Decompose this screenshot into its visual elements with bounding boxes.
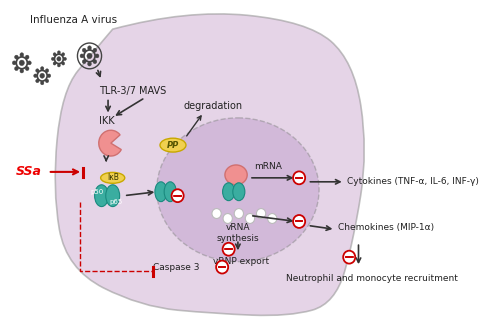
Circle shape (222, 243, 234, 256)
Circle shape (28, 61, 32, 65)
Ellipse shape (225, 165, 247, 185)
Circle shape (212, 209, 221, 219)
Circle shape (93, 48, 96, 52)
Circle shape (36, 69, 39, 72)
Circle shape (58, 51, 60, 54)
Circle shape (26, 67, 29, 71)
Text: Caspase 3: Caspase 3 (152, 263, 199, 272)
Ellipse shape (157, 118, 319, 262)
Circle shape (46, 79, 48, 83)
Circle shape (246, 213, 254, 223)
Circle shape (62, 62, 64, 65)
Circle shape (223, 213, 232, 223)
Text: IκB: IκB (107, 173, 118, 182)
Circle shape (82, 48, 86, 52)
Circle shape (88, 62, 92, 66)
Circle shape (268, 213, 277, 223)
Text: PP: PP (167, 140, 179, 150)
Circle shape (34, 74, 37, 77)
Text: p65: p65 (110, 199, 123, 204)
Text: vRNP export: vRNP export (212, 257, 269, 266)
Circle shape (343, 251, 355, 264)
Circle shape (216, 260, 228, 274)
Ellipse shape (100, 172, 125, 183)
Text: vRNA
synthesis: vRNA synthesis (216, 223, 259, 243)
Circle shape (20, 69, 24, 73)
Ellipse shape (94, 185, 108, 207)
Wedge shape (99, 130, 122, 156)
Circle shape (96, 54, 99, 58)
Circle shape (36, 79, 39, 83)
Circle shape (40, 67, 44, 70)
Text: Influenza A virus: Influenza A virus (30, 15, 118, 25)
Circle shape (64, 57, 66, 60)
Circle shape (87, 53, 92, 59)
Circle shape (256, 209, 266, 219)
Circle shape (293, 215, 305, 228)
Circle shape (80, 54, 84, 58)
Circle shape (93, 60, 96, 64)
Ellipse shape (164, 182, 176, 202)
Circle shape (12, 61, 16, 65)
Text: IKK: IKK (99, 116, 114, 126)
Ellipse shape (233, 183, 245, 201)
Text: SSa: SSa (16, 165, 42, 178)
Text: degradation: degradation (184, 100, 242, 110)
Circle shape (58, 64, 60, 67)
Text: MAVS: MAVS (138, 86, 166, 96)
Text: mRNA: mRNA (254, 163, 281, 172)
PathPatch shape (55, 14, 364, 316)
Circle shape (82, 60, 86, 64)
Circle shape (172, 189, 183, 202)
Ellipse shape (222, 183, 234, 201)
Circle shape (88, 46, 92, 50)
Circle shape (26, 55, 29, 59)
Circle shape (40, 81, 44, 85)
Ellipse shape (160, 138, 186, 152)
Text: TLR-3/7: TLR-3/7 (99, 86, 136, 96)
Circle shape (14, 55, 18, 59)
Text: p50: p50 (90, 189, 104, 195)
Ellipse shape (106, 185, 120, 207)
Circle shape (52, 57, 54, 60)
Circle shape (14, 67, 18, 71)
Text: Cytokines (TNF-α, IL-6, INF-γ): Cytokines (TNF-α, IL-6, INF-γ) (348, 177, 479, 186)
Text: Chemokines (MIP-1α): Chemokines (MIP-1α) (338, 223, 434, 232)
Circle shape (293, 172, 305, 184)
Circle shape (53, 53, 56, 56)
Ellipse shape (155, 182, 167, 202)
Circle shape (53, 62, 56, 65)
Circle shape (234, 209, 243, 219)
Circle shape (48, 74, 50, 77)
Circle shape (20, 53, 24, 57)
Text: Neutrophil and monocyte recruitment: Neutrophil and monocyte recruitment (286, 274, 458, 283)
Circle shape (57, 57, 61, 61)
Circle shape (46, 69, 48, 72)
Circle shape (62, 53, 64, 56)
Circle shape (40, 73, 44, 78)
Circle shape (19, 60, 24, 66)
